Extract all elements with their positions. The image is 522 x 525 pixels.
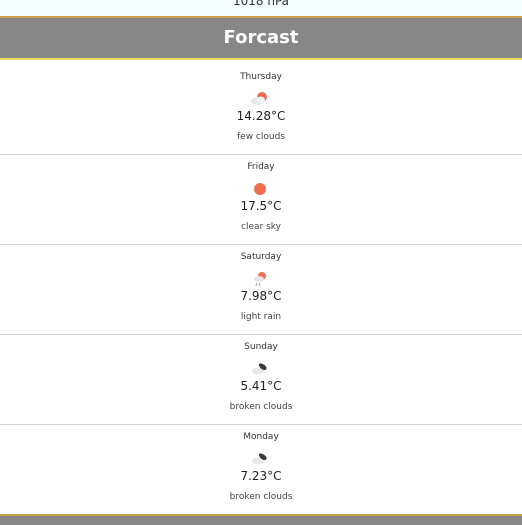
forecast-card-sunday: Sunday 5.41°C broken clouds: [0, 334, 522, 425]
few-clouds-icon: [251, 92, 267, 105]
forecast-card-monday: Monday 7.23°C broken clouds: [0, 424, 522, 515]
forecast-temp: 14.28°C: [236, 109, 286, 123]
forecast-day: Friday: [247, 162, 275, 172]
forecast-card-thursday: Thursday 14.28°C few clouds: [0, 64, 522, 155]
broken-clouds-icon: [252, 453, 267, 465]
forecast-temp: 7.98°C: [240, 289, 282, 303]
forecast-day: Sunday: [244, 342, 278, 352]
forecast-description: clear sky: [241, 222, 281, 232]
forecast-header: Forcast: [0, 18, 522, 58]
forecast-day: Monday: [243, 432, 279, 442]
clear-sky-icon: [254, 183, 266, 195]
forecast-card-friday: Friday 17.5°C clear sky: [0, 154, 522, 245]
pressure-value: 1018 hPa: [232, 0, 289, 8]
divider-yellow: [0, 58, 522, 60]
forecast-card-saturday: Saturday 7.98°C light rain: [0, 244, 522, 335]
forecast-description: broken clouds: [229, 402, 293, 412]
forecast-day: Thursday: [240, 72, 282, 82]
divider-gold-top: [0, 16, 522, 18]
forecast-temp: 5.41°C: [240, 379, 282, 393]
forecast-temp: 7.23°C: [240, 469, 282, 483]
forecast-title: Forcast: [223, 27, 299, 48]
broken-clouds-icon: [252, 363, 267, 375]
forecast-description: light rain: [240, 312, 282, 322]
forecast-description: few clouds: [237, 132, 285, 142]
current-weather-strip: 1018 hPa: [0, 0, 522, 16]
light-rain-icon: [254, 272, 266, 287]
forecast-temp: 17.5°C: [240, 199, 282, 213]
forecast-description: broken clouds: [229, 492, 293, 502]
forecast-day: Saturday: [240, 252, 282, 262]
footer-bar: [0, 516, 522, 525]
divider-gold-bottom: [0, 514, 522, 516]
